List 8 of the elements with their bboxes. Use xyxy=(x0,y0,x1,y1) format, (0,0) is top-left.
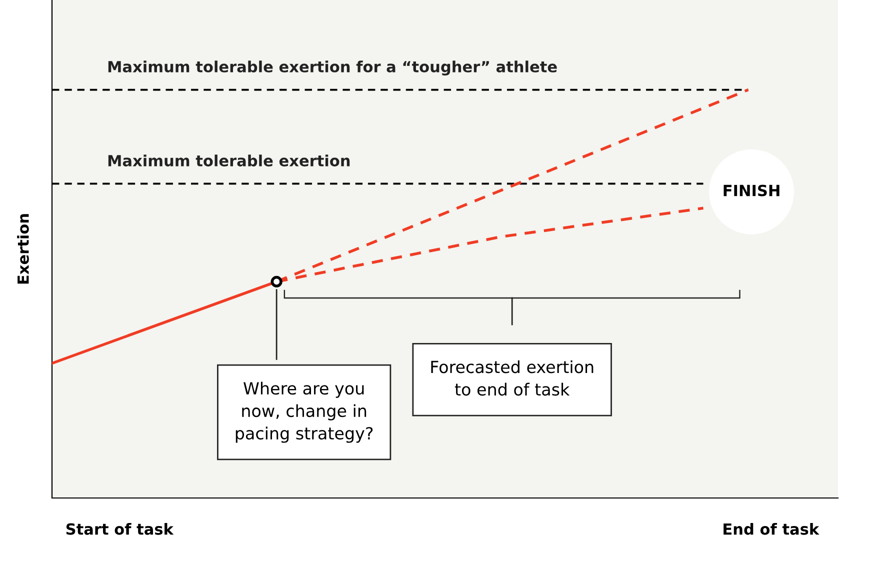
y-axis-title: Exertion xyxy=(17,214,29,284)
annotation: Forecasted exertion to end of task xyxy=(431,360,594,396)
annotation: FINISH xyxy=(724,184,780,196)
series-label: Maximum tolerable exertion xyxy=(108,154,350,166)
x-tick-label: End of task xyxy=(724,523,820,535)
x-tick-label: Start of task xyxy=(66,523,174,535)
series-label: Maximum tolerable exertion for a “tougher” athlete xyxy=(108,60,557,76)
annotation: Where are you now, change in pacing strategy? xyxy=(236,382,373,443)
